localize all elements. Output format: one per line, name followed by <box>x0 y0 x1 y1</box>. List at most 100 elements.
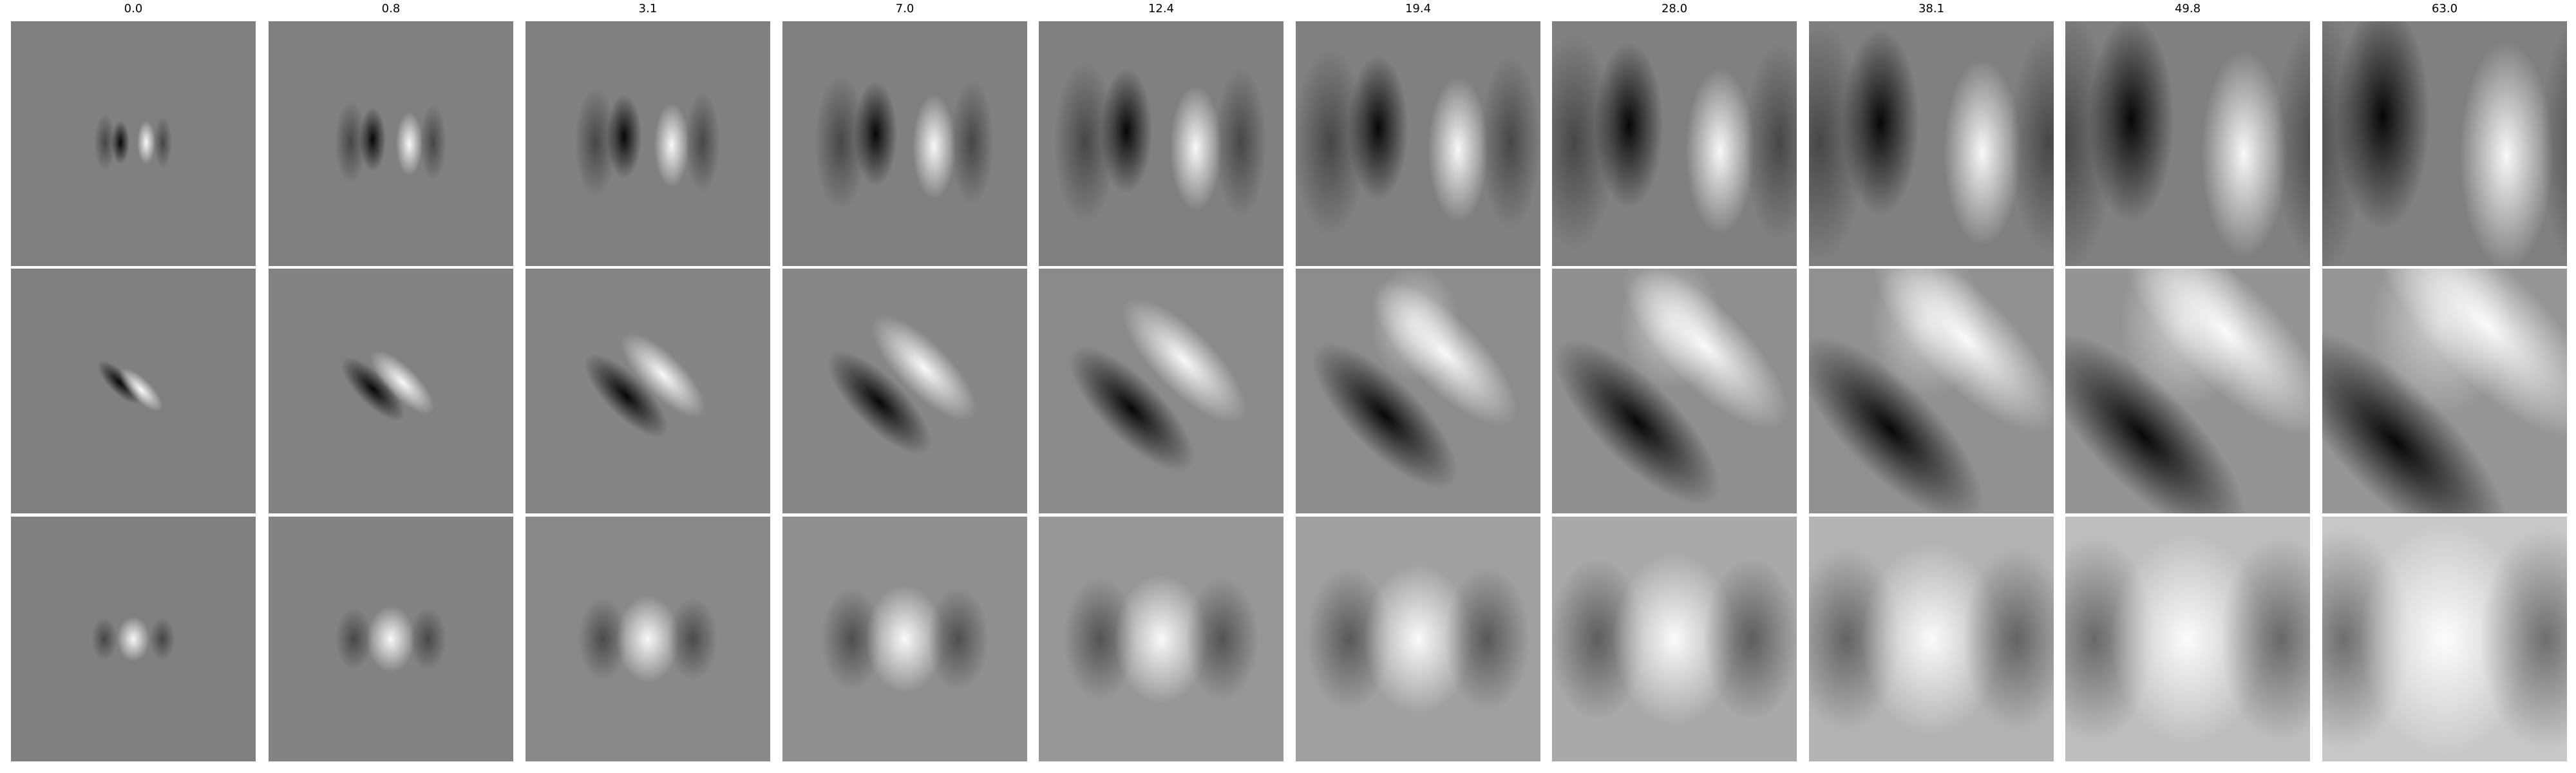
image-tile <box>1296 517 1540 761</box>
tile-image <box>526 269 770 513</box>
light-lobe <box>912 94 956 200</box>
dark-lobe <box>1312 343 1458 489</box>
tile-image <box>11 517 256 761</box>
tile-image <box>2065 517 2310 761</box>
image-tile <box>526 21 770 266</box>
dark-lobe <box>826 350 932 455</box>
column-label: 19.4 <box>1405 2 1432 15</box>
light-lobe <box>1685 68 1754 234</box>
light-lobe <box>2459 41 2553 266</box>
faint-dark-lobe <box>1480 55 1540 230</box>
faint-dark-lobe <box>419 104 446 181</box>
dark-lobe <box>1069 346 1195 472</box>
right-dark-lobe <box>2479 526 2567 752</box>
light-lobe <box>1170 85 1222 211</box>
dark-lobe <box>1348 55 1408 202</box>
dark-lobe <box>1809 336 1984 513</box>
image-tile <box>1039 517 1283 761</box>
left-dark-lobe <box>1063 577 1137 701</box>
center-light-lobe <box>2110 532 2265 746</box>
image-tile <box>1552 517 1797 761</box>
left-dark-lobe <box>91 617 117 661</box>
left-dark-lobe <box>578 597 628 681</box>
image-tile <box>2065 269 2310 513</box>
light-lobe <box>395 111 422 177</box>
tile-image <box>269 269 513 513</box>
dark-lobe <box>2322 329 2510 513</box>
column-label: 0.0 <box>124 2 143 15</box>
column-label: 3.1 <box>638 2 658 15</box>
tile-image <box>1296 269 1540 513</box>
tile-image <box>1039 517 1283 761</box>
faint-dark-lobe <box>2275 21 2310 265</box>
tile-image <box>2322 21 2567 266</box>
column-label: 38.1 <box>1918 2 1945 15</box>
faint-light-lobe <box>334 100 367 184</box>
faint-dark-lobe <box>154 116 172 169</box>
image-tile <box>2322 517 2567 761</box>
dark-lobe <box>607 94 642 179</box>
tile-image <box>1809 517 2054 761</box>
tile-image <box>2065 269 2310 513</box>
image-tile <box>2065 517 2310 761</box>
column-label: 49.8 <box>2174 2 2201 15</box>
tile-image <box>2065 21 2310 266</box>
image-tile <box>782 517 1027 761</box>
image-tile <box>269 517 513 761</box>
light-lobe <box>370 350 435 415</box>
right-dark-lobe <box>149 617 175 661</box>
image-tile <box>782 21 1027 266</box>
faint-light-lobe <box>94 113 116 171</box>
tile-image <box>11 269 256 513</box>
tile-image <box>269 517 513 761</box>
dark-lobe <box>854 81 898 187</box>
tile-image <box>1552 269 1797 513</box>
image-tile <box>2065 21 2310 266</box>
left-dark-lobe <box>820 587 883 691</box>
column-label: 7.0 <box>895 2 914 15</box>
dark-lobe <box>2336 21 2430 231</box>
image-tile <box>782 269 1027 513</box>
center-light-lobe <box>866 585 944 693</box>
faint-dark-lobe <box>1745 43 1797 242</box>
center-light-lobe <box>1862 542 2001 736</box>
faint-light-lobe <box>1296 47 1367 238</box>
center-light-lobe <box>366 606 415 673</box>
image-tile <box>1809 21 2054 266</box>
light-lobe <box>1428 76 1488 223</box>
light-lobe <box>654 102 689 188</box>
light-lobe <box>871 315 977 421</box>
tile-image <box>1552 517 1797 761</box>
tile-image <box>269 21 513 266</box>
right-dark-lobe <box>2221 537 2310 741</box>
image-tile <box>526 517 770 761</box>
upper-glow <box>1870 269 1986 398</box>
center-light-lobe <box>117 616 150 662</box>
tile-image <box>526 21 770 266</box>
tile-background <box>1039 269 1283 513</box>
image-tile <box>1039 269 1283 513</box>
dark-lobe <box>583 353 668 438</box>
dark-lobe <box>1842 28 1919 216</box>
right-dark-lobe <box>1703 557 1797 721</box>
column-label: 63.0 <box>2431 2 2458 15</box>
dark-lobe <box>341 357 405 421</box>
dark-lobe <box>1554 339 1721 506</box>
right-dark-lobe <box>409 607 447 671</box>
light-lobe <box>1121 298 1247 424</box>
image-tile <box>2322 21 2567 266</box>
center-light-lobe <box>616 595 679 683</box>
tile-image <box>2322 269 2567 513</box>
right-dark-lobe <box>1962 546 2054 732</box>
light-lobe <box>137 120 155 164</box>
faint-light-lobe <box>574 87 617 198</box>
dark-lobe <box>111 120 129 164</box>
tile-background <box>782 269 1027 513</box>
center-light-lobe <box>1363 564 1473 714</box>
light-lobe <box>2201 50 2287 258</box>
column-label: 0.8 <box>381 2 401 15</box>
upper-glow <box>1370 269 1460 381</box>
tile-image <box>782 269 1027 513</box>
image-tile <box>1552 269 1797 513</box>
